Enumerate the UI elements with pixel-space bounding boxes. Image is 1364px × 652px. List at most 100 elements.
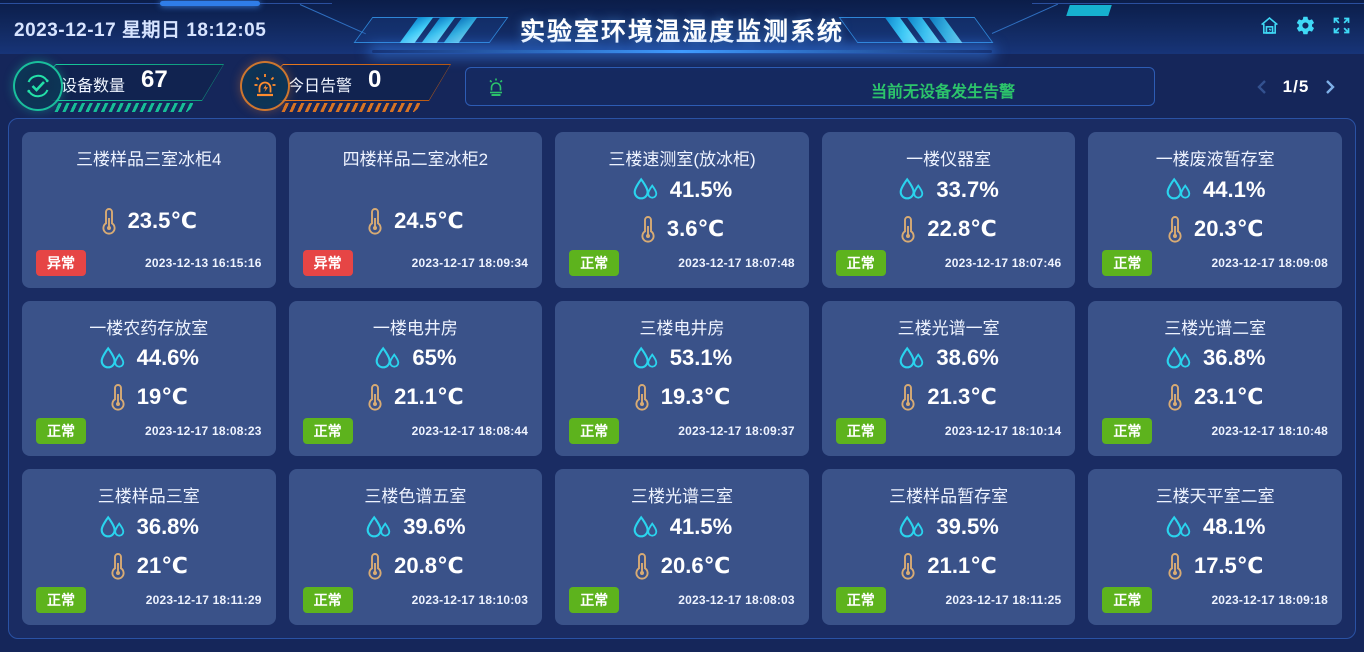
humidity-row: 41.5% xyxy=(632,177,732,203)
room-name: 一楼仪器室 xyxy=(906,150,992,169)
card-readings: 36.8% 21℃ xyxy=(22,507,276,587)
sensor-card[interactable]: 一楼电井房 65% 21. xyxy=(288,300,543,457)
thermometer-icon xyxy=(110,383,126,411)
room-name: 三楼光谱三室 xyxy=(630,487,733,507)
sensor-card[interactable]: 三楼色谱五室 39.6% xyxy=(288,469,543,625)
prev-page-icon[interactable] xyxy=(1254,78,1270,96)
last-update-time: 2023-12-17 18:11:29 xyxy=(145,593,262,607)
sensor-card[interactable]: 三楼光谱二室 36.8% xyxy=(1088,300,1342,457)
last-update-time: 2023-12-17 18:09:34 xyxy=(411,255,529,270)
humidity-icon xyxy=(1165,515,1192,540)
temperature-row: 21℃ xyxy=(110,552,188,580)
card-footer: 正常 2023-12-17 18:10:14 xyxy=(822,418,1076,456)
thermometer-icon xyxy=(110,552,126,580)
card-footer: 异常 2023-12-13 16:15:16 xyxy=(22,249,276,288)
humidity-value: 53.1% xyxy=(669,345,733,371)
humidity-value: 39.6% xyxy=(403,514,466,540)
temperature-value: 20.8℃ xyxy=(394,553,464,579)
sensor-card[interactable]: 三楼电井房 53.1% 1 xyxy=(555,300,809,457)
humidity-value: 44.6% xyxy=(136,345,199,371)
sensor-card[interactable]: 一楼农药存放室 44.6% xyxy=(22,300,276,457)
temperature-row: 20.3℃ xyxy=(1167,215,1263,243)
stat-hatch-strip xyxy=(51,103,199,112)
humidity-value: 44.1% xyxy=(1203,176,1266,202)
temperature-row: 19.3℃ xyxy=(634,383,730,411)
sensor-card[interactable]: 三楼光谱一室 38.6% xyxy=(821,300,1076,457)
sensor-card[interactable]: 三楼速测室(放冰柜) 41.5% xyxy=(555,132,809,288)
humidity-row: 36.8% xyxy=(1165,345,1265,371)
room-name: 三楼速测室(放冰柜) xyxy=(608,150,756,169)
last-update-time: 2023-12-17 18:11:25 xyxy=(945,593,1062,607)
humidity-row: 36.8% xyxy=(99,514,199,540)
thermometer-icon xyxy=(1167,552,1183,580)
sensor-board: 三楼样品三室冰柜4 23.5℃ 异常 2023-12-13 16:15:16 四… xyxy=(8,118,1356,639)
humidity-icon xyxy=(898,515,925,540)
humidity-value: 39.5% xyxy=(936,514,999,540)
card-footer: 正常 2023-12-17 18:08:03 xyxy=(555,587,809,625)
sensor-card[interactable]: 三楼样品三室 36.8% xyxy=(22,469,276,625)
header-action-icons xyxy=(1259,15,1352,36)
status-badge: 正常 xyxy=(569,418,620,445)
sensor-card[interactable]: 三楼天平室二室 48.1% xyxy=(1088,469,1342,625)
humidity-value: 48.1% xyxy=(1203,514,1266,540)
home-icon[interactable] xyxy=(1259,15,1280,36)
humidity-icon xyxy=(632,346,659,371)
card-footer: 正常 2023-12-17 18:07:46 xyxy=(822,249,1076,288)
card-footer: 正常 2023-12-17 18:09:08 xyxy=(1088,249,1342,288)
last-update-time: 2023-12-13 16:15:16 xyxy=(145,255,262,270)
humidity-icon xyxy=(99,346,126,371)
last-update-time: 2023-12-17 18:08:23 xyxy=(145,424,262,439)
sensor-card[interactable]: 三楼样品暂存室 39.5% xyxy=(821,469,1076,625)
card-readings: 48.1% 17.5℃ xyxy=(1088,507,1342,587)
last-update-time: 2023-12-17 18:09:37 xyxy=(678,424,795,439)
humidity-value: 65% xyxy=(412,345,457,371)
temperature-row: 23.1℃ xyxy=(1167,383,1263,411)
card-readings: 39.6% 20.8℃ xyxy=(289,507,543,587)
humidity-icon xyxy=(365,515,392,540)
sensor-card[interactable]: 三楼光谱三室 41.5% xyxy=(555,469,809,625)
status-badge: 正常 xyxy=(569,587,620,613)
temperature-row: 20.6℃ xyxy=(634,552,730,580)
status-badge: 正常 xyxy=(36,418,86,445)
humidity-icon xyxy=(898,177,925,202)
alert-banner[interactable]: 当前无设备发生告警 xyxy=(465,67,1155,106)
sensor-card[interactable]: 三楼样品三室冰柜4 23.5℃ 异常 2023-12-13 16:15:16 xyxy=(22,132,276,288)
humidity-row: 48.1% xyxy=(1165,514,1265,540)
card-footer: 正常 2023-12-17 18:10:03 xyxy=(289,587,543,625)
humidity-icon xyxy=(898,346,925,371)
temperature-value: 24.5℃ xyxy=(394,207,464,233)
alarm-light-icon xyxy=(240,61,290,111)
temperature-value: 23.1℃ xyxy=(1193,384,1264,410)
fullscreen-icon[interactable] xyxy=(1331,15,1352,36)
thermometer-icon xyxy=(900,383,916,411)
header-glow-line xyxy=(372,50,992,53)
humidity-icon xyxy=(632,515,659,540)
sensor-card[interactable]: 四楼样品二室冰柜2 24.5℃ 异常 2023-12-17 18:09:34 xyxy=(288,132,543,288)
temperature-value: 19℃ xyxy=(136,384,188,410)
thermometer-icon xyxy=(634,383,650,411)
stat-alarm-count: 今日告警 0 xyxy=(240,61,452,113)
page-title: 实验室环境温湿度监测系统 xyxy=(519,18,844,46)
status-badge: 正常 xyxy=(302,418,353,445)
last-update-time: 2023-12-17 18:10:48 xyxy=(1211,424,1328,439)
humidity-value: 41.5% xyxy=(669,514,733,540)
humidity-row: 38.6% xyxy=(898,345,999,371)
alarm-count-label: 今日告警 xyxy=(288,78,353,95)
next-page-icon[interactable] xyxy=(1322,78,1338,96)
last-update-time: 2023-12-17 18:10:03 xyxy=(411,593,529,607)
last-update-time: 2023-12-17 18:08:03 xyxy=(678,593,795,607)
sensor-card[interactable]: 一楼废液暂存室 44.1% xyxy=(1088,132,1342,288)
sensor-card[interactable]: 一楼仪器室 33.7% 2 xyxy=(821,132,1076,288)
card-readings: 38.6% 21.3℃ xyxy=(822,339,1076,419)
settings-icon[interactable] xyxy=(1295,15,1316,36)
temperature-row: 22.8℃ xyxy=(900,215,997,243)
card-footer: 正常 2023-12-17 18:07:48 xyxy=(555,249,809,288)
card-readings: 41.5% 3.6℃ xyxy=(555,170,809,250)
alert-bell-icon xyxy=(486,77,506,102)
status-badge: 正常 xyxy=(835,418,886,445)
humidity-icon xyxy=(632,177,659,202)
room-name: 三楼样品三室 xyxy=(97,487,200,507)
current-datetime: 2023-12-17 星期日 18:12:05 xyxy=(14,20,267,41)
pagination: 1/5 xyxy=(1240,72,1352,102)
temperature-value: 21℃ xyxy=(136,553,188,579)
